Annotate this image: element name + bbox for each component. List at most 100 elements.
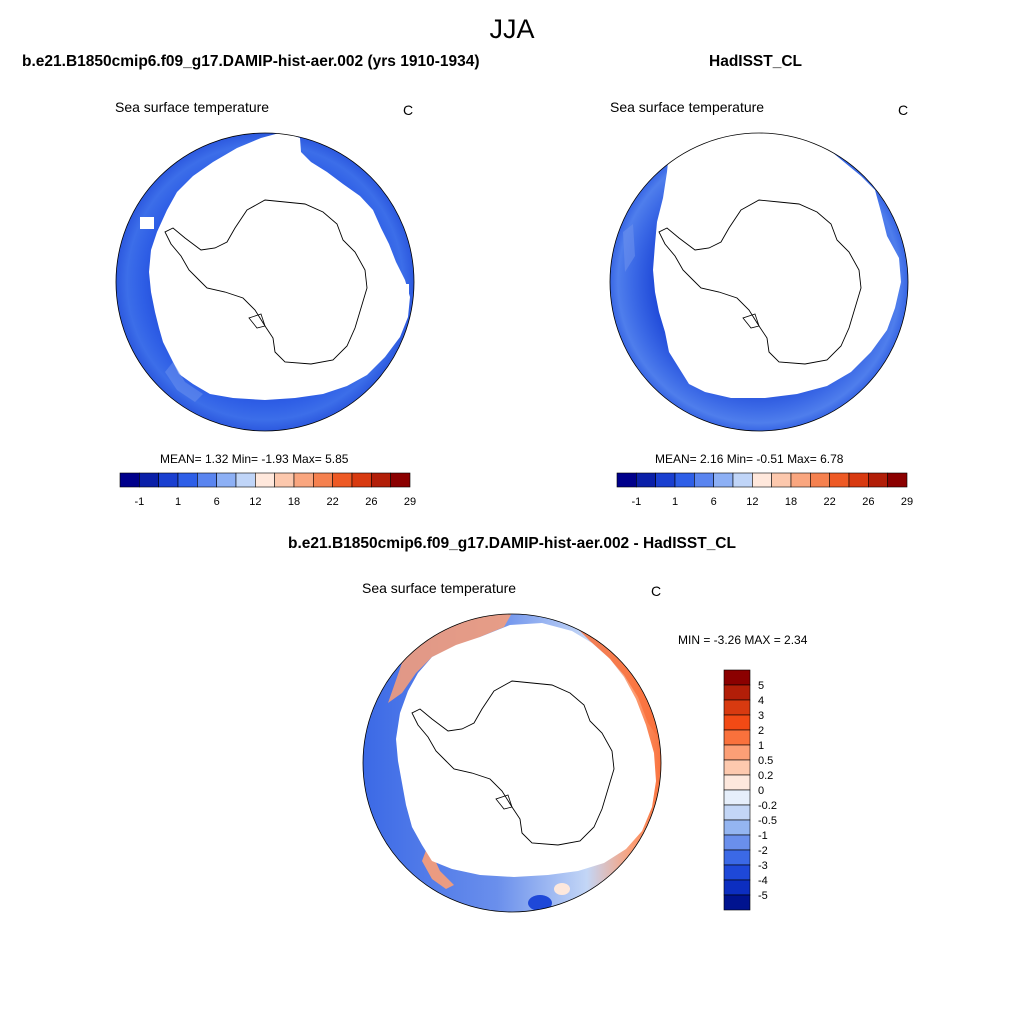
obs-unit-label: C <box>898 102 909 118</box>
diff-subtitle: Sea surface temperature <box>362 580 517 596</box>
diff-colorbar-box <box>723 789 751 806</box>
model-warm-patch <box>165 362 203 402</box>
diff-colorbar-tick-label: 0.5 <box>758 755 773 767</box>
obs-colorbar-tick-label: 26 <box>862 496 874 508</box>
diff-antarctica-outline <box>411 680 615 846</box>
diff-unit-label: C <box>651 583 662 599</box>
obs-colorbar-box <box>848 472 869 488</box>
model-colorbar-box <box>255 472 275 488</box>
diff-sea-ice-mask <box>396 623 656 877</box>
obs-colorbar: -1 1 6 12 18 22 26 29 <box>616 472 913 508</box>
model-colorbar-tick-label: -1 <box>134 496 144 508</box>
obs-colorbar-tick-label: 18 <box>785 496 797 508</box>
model-colorbar-tick-label: 18 <box>288 496 300 508</box>
diff-colorbar: 5 4 3 2 1 0.5 0.2 0 -0.2 -0.5 -1 -2 -3 -4 -5 <box>723 669 777 911</box>
obs-colorbar-box <box>694 472 714 488</box>
diff-colorbar-tick-label: 0 <box>758 785 764 797</box>
obs-colorbar-box <box>674 472 695 488</box>
diff-colorbar-box <box>723 669 751 686</box>
model-colorbar-box <box>235 472 256 488</box>
diff-colorbar-tick-label: 2 <box>758 725 764 737</box>
diff-stats: MIN = -3.26 MAX = 2.34 <box>678 633 808 647</box>
diff-colorbar-tick-label: -0.5 <box>758 815 777 827</box>
diff-colorbar-box <box>723 774 751 791</box>
model-colorbar-box <box>119 472 140 488</box>
model-colorbar-box <box>293 472 314 488</box>
diff-colorbar-tick-label: 4 <box>758 695 764 707</box>
obs-colorbar-box <box>752 472 772 488</box>
model-colorbar-box <box>177 472 198 488</box>
obs-subtitle: Sea surface temperature <box>610 99 765 115</box>
obs-colorbar-box <box>732 472 753 488</box>
model-colorbar-box <box>139 472 159 488</box>
model-colorbar-box <box>332 472 353 488</box>
model-antarctica-outline <box>164 199 368 365</box>
obs-panel-title: HadISST_CL <box>709 53 803 70</box>
model-colorbar: -1 1 6 12 18 22 26 29 <box>119 472 416 508</box>
diff-colorbar-box <box>723 804 751 821</box>
obs-colorbar-box <box>616 472 637 488</box>
model-subtitle: Sea surface temperature <box>115 99 270 115</box>
diff-colorbar-tick-label: 1 <box>758 740 764 752</box>
diff-colorbar-tick-label: -4 <box>758 875 768 887</box>
diff-colorbar-box <box>723 699 751 716</box>
diff-cold-spot-south <box>528 895 552 911</box>
model-colorbar-tick-label: 12 <box>249 496 261 508</box>
diff-colorbar-tick-label: 5 <box>758 680 764 692</box>
obs-colorbar-tick-label: 12 <box>746 496 758 508</box>
model-colorbar-tick-label: 29 <box>404 496 416 508</box>
diff-colorbar-box <box>723 819 751 836</box>
diff-colorbar-tick-label: -2 <box>758 845 768 857</box>
diff-colorbar-box <box>723 729 751 746</box>
diff-colorbar-tick-label: 0.2 <box>758 770 773 782</box>
diff-colorbar-tick-label: -1 <box>758 830 768 842</box>
obs-colorbar-box <box>790 472 811 488</box>
model-colorbar-tick-label: 6 <box>214 496 220 508</box>
diff-colorbar-box <box>723 879 751 896</box>
obs-colorbar-tick-label: 1 <box>672 496 678 508</box>
diff-colorbar-box <box>723 744 751 761</box>
model-polar-map <box>115 132 415 432</box>
figure-season-title: JJA <box>489 14 535 44</box>
obs-colorbar-box <box>868 472 888 488</box>
model-colorbar-box <box>313 472 333 488</box>
obs-colorbar-box <box>636 472 656 488</box>
model-colorbar-box <box>216 472 237 488</box>
model-colorbar-tick-label: 22 <box>327 496 339 508</box>
obs-sea-ice-mask <box>653 133 901 398</box>
diff-colorbar-box <box>723 759 751 776</box>
obs-colorbar-tick-label: 6 <box>711 496 717 508</box>
obs-colorbar-tick-label: -1 <box>631 496 641 508</box>
model-panel-title: b.e21.B1850cmip6.f09_g17.DAMIP-hist-aer.… <box>22 53 480 70</box>
obs-polar-map <box>609 132 909 432</box>
diff-colorbar-box <box>723 894 751 911</box>
diff-colorbar-box <box>723 714 751 731</box>
diff-colorbar-box <box>723 834 751 851</box>
model-sea-ice-mask <box>149 133 410 400</box>
obs-colorbar-box <box>713 472 734 488</box>
obs-colorbar-box <box>887 472 908 488</box>
model-colorbar-box <box>158 472 179 488</box>
diff-colorbar-tick-label: 3 <box>758 710 764 722</box>
obs-warm-patch <box>623 224 635 272</box>
diff-colorbar-box <box>723 864 751 881</box>
diff-colorbar-box <box>723 684 751 701</box>
diff-colorbar-tick-label: -5 <box>758 890 768 902</box>
diff-colorbar-box <box>723 849 751 866</box>
model-unit-label: C <box>403 102 414 118</box>
obs-stats: MEAN= 2.16 Min= -0.51 Max= 6.78 <box>655 452 844 466</box>
model-stats: MEAN= 1.32 Min= -1.93 Max= 5.85 <box>160 452 349 466</box>
obs-antarctica-outline <box>658 199 862 365</box>
model-colorbar-box <box>197 472 217 488</box>
obs-colorbar-tick-label: 29 <box>901 496 913 508</box>
model-colorbar-box <box>351 472 372 488</box>
obs-colorbar-box <box>655 472 676 488</box>
diff-panel-title: b.e21.B1850cmip6.f09_g17.DAMIP-hist-aer.… <box>288 535 736 552</box>
model-colorbar-tick-label: 26 <box>365 496 377 508</box>
obs-colorbar-box <box>771 472 792 488</box>
obs-colorbar-tick-label: 22 <box>824 496 836 508</box>
diff-colorbar-tick-label: -0.2 <box>758 800 777 812</box>
obs-colorbar-box <box>810 472 830 488</box>
obs-colorbar-box <box>829 472 850 488</box>
diff-polar-map <box>362 613 662 913</box>
